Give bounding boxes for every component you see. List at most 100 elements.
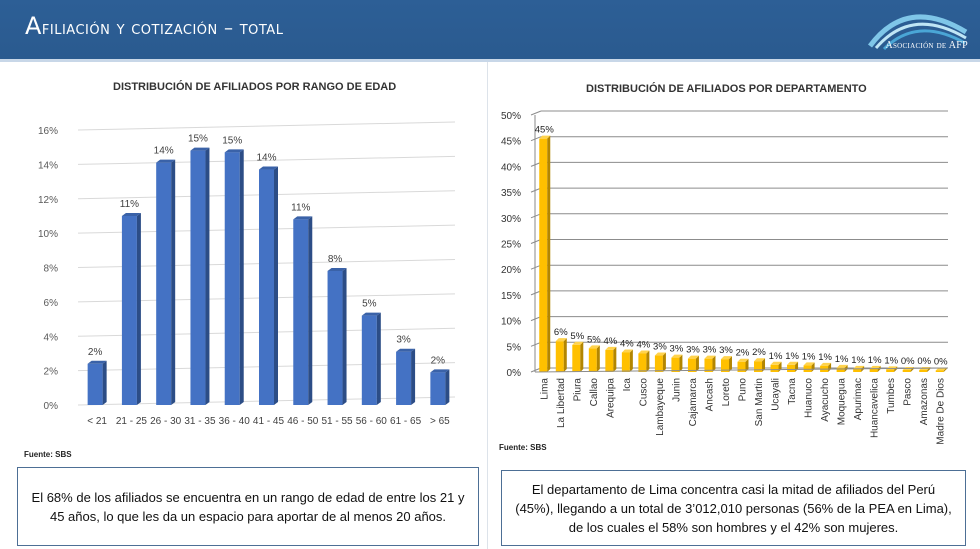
bar-side <box>596 345 600 372</box>
bar <box>621 349 633 372</box>
bar <box>886 366 898 372</box>
x-axis <box>534 367 949 373</box>
bar-front <box>121 215 137 405</box>
data-label: 45% <box>535 125 555 136</box>
data-label: 2% <box>736 348 750 359</box>
bar-side <box>136 212 141 405</box>
bar <box>396 348 416 405</box>
x-tick-label: San Martin <box>754 378 765 426</box>
age-source: Fuente: SBS <box>24 450 72 459</box>
data-label: 5% <box>587 334 601 345</box>
afp-logo-icon <box>867 14 968 51</box>
x-tick-label: Ica <box>622 378 633 392</box>
y-tick-label: 0% <box>44 401 59 412</box>
bar-front <box>919 369 928 372</box>
data-label: 2% <box>752 347 766 358</box>
bar-top <box>638 350 650 354</box>
y-tick-label: 12% <box>38 195 58 206</box>
bar-front <box>327 270 343 405</box>
bar-side <box>613 346 617 372</box>
data-label: 1% <box>835 354 849 365</box>
data-label: 3% <box>686 345 700 356</box>
bar-top <box>327 267 347 271</box>
bar <box>293 216 313 405</box>
bar <box>638 350 650 372</box>
bar-side <box>662 352 666 372</box>
bar-side <box>695 355 699 372</box>
bar-front <box>430 372 446 405</box>
y-tick-label: 0% <box>507 368 522 379</box>
bar-front <box>588 348 597 372</box>
header-bar: Afiliación y cotización – total Asociaci… <box>0 0 980 62</box>
x-tick-label: Madre De Dios <box>936 378 947 445</box>
bar <box>671 354 683 372</box>
bar-side <box>171 159 176 405</box>
data-label: 3% <box>653 342 667 353</box>
bar-top <box>671 354 683 358</box>
bar-top <box>820 362 832 366</box>
x-tick-label: Callao <box>589 378 600 407</box>
data-label: 4% <box>603 336 617 347</box>
bar <box>588 345 600 372</box>
data-label: 15% <box>188 134 208 145</box>
x-tick-label: 31 - 35 <box>184 416 216 427</box>
bar <box>259 166 278 405</box>
bar-front <box>156 162 172 405</box>
x-tick-label: Ayacucho <box>820 378 831 422</box>
data-label: 14% <box>256 153 276 164</box>
bar <box>820 362 832 372</box>
data-label: 15% <box>222 135 242 146</box>
x-tick-label: 56 - 60 <box>356 416 388 427</box>
bar-front <box>638 353 647 372</box>
dept-note-box: El departamento de Lima concentra casi l… <box>501 470 966 546</box>
bar-front <box>902 369 911 372</box>
bar-side <box>205 147 210 405</box>
bar-side <box>308 216 313 405</box>
x-tick-label: Huancavelica <box>870 378 881 438</box>
y-tick-label: 2% <box>44 367 59 378</box>
department-distribution-chart: 0% 5% 10% 15% 20% 25% 30% 35% 40% 45% 50% 45% Lima 6%… <box>501 110 949 445</box>
bar-front <box>935 370 944 372</box>
data-label: 8% <box>328 254 343 265</box>
bar-front <box>720 359 729 372</box>
data-label: 1% <box>802 351 816 362</box>
bar <box>121 212 141 405</box>
x-tick-label: 36 - 40 <box>219 416 251 427</box>
bar-side <box>629 349 633 372</box>
x-tick-label: La Libertad <box>556 378 567 428</box>
bar-side <box>679 354 683 372</box>
bar-side <box>745 358 749 372</box>
bar-top <box>588 345 600 349</box>
bar <box>87 360 107 405</box>
bar-front <box>555 341 564 372</box>
data-label: 1% <box>884 355 898 366</box>
x-tick-label: Tacna <box>787 378 798 405</box>
x-tick-label: Junin <box>671 378 682 402</box>
dept-chart-title: DISTRIBUCIÓN DE AFILIADOS POR DEPARTAMEN… <box>586 83 867 95</box>
bar <box>770 361 782 372</box>
data-label: 4% <box>620 338 634 349</box>
y-tick-label: 6% <box>44 298 59 309</box>
x-tick-label: 61 - 65 <box>390 416 422 427</box>
bar-front <box>803 365 812 372</box>
bar-front <box>539 138 548 372</box>
bar-top <box>787 361 799 365</box>
age-chart-title: DISTRIBUCIÓN DE AFILIADOS POR RANGO DE E… <box>113 81 397 93</box>
bar-top <box>687 355 699 359</box>
bar-front <box>224 152 240 405</box>
y-tick-label: 8% <box>44 264 59 275</box>
x-tick-label: Pasco <box>903 378 914 406</box>
bar-side <box>102 360 107 405</box>
bar-top <box>869 365 881 369</box>
bar-side <box>894 366 898 372</box>
y-tick-label: 16% <box>38 126 58 137</box>
bar-front <box>754 361 763 372</box>
y-tick-label: 10% <box>501 317 521 328</box>
y-tick-label: 35% <box>501 188 521 199</box>
bar-top <box>156 159 176 163</box>
bar-front <box>654 355 663 372</box>
y-tick-label: 10% <box>38 229 58 240</box>
bar <box>572 341 584 372</box>
data-label: 3% <box>703 345 717 356</box>
age-note-text: El 68% de los afiliados se encuentra en … <box>31 489 465 524</box>
